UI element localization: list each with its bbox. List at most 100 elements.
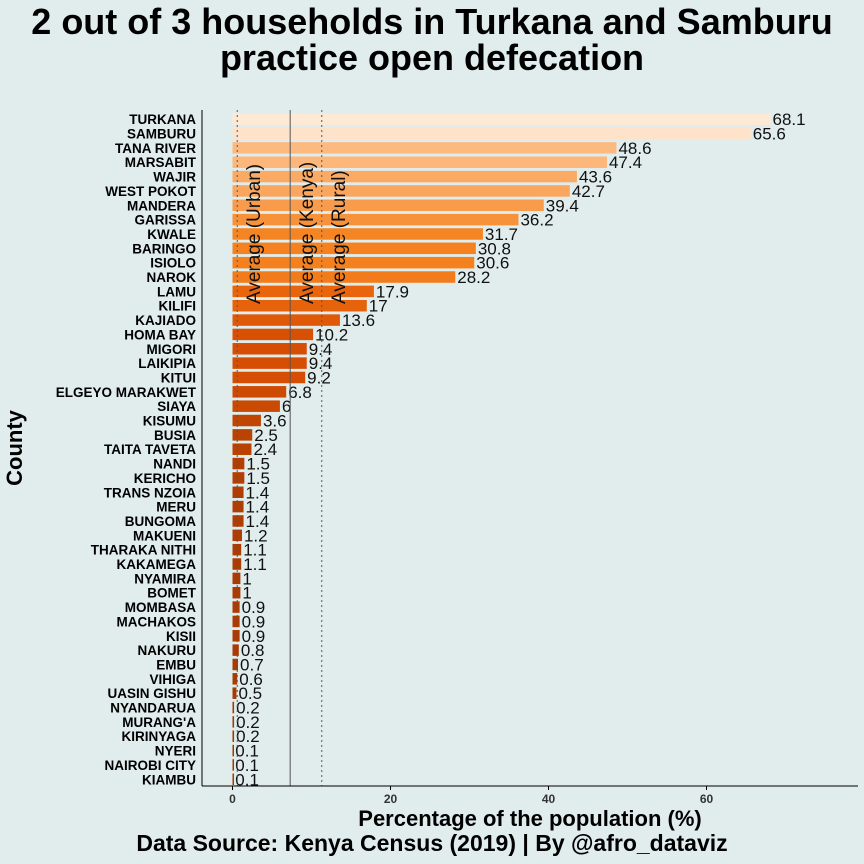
value-label: 3.6 (263, 412, 287, 431)
value-label: 1.5 (246, 469, 270, 488)
category-label: KISUMU (143, 414, 196, 429)
reference-line-label: Average (Urban) (244, 164, 265, 304)
chart-title-line-2: practice open defecation (219, 37, 645, 78)
bar-2 (232, 127, 751, 140)
bar-6 (232, 185, 570, 197)
category-label: MAKUENI (133, 528, 196, 543)
x-axis-title: Percentage of the population (%) (358, 806, 701, 831)
value-label: 68.1 (772, 110, 805, 129)
bar-40 (232, 673, 238, 685)
bar-38 (232, 644, 239, 656)
category-label: LAIKIPIA (138, 356, 196, 371)
x-tick-label: 40 (542, 792, 556, 806)
value-label: 31.7 (485, 225, 518, 244)
value-label: 1.4 (246, 512, 270, 531)
value-label: 0.6 (239, 670, 263, 689)
category-label: MACHAKOS (117, 614, 197, 629)
category-label: BARINGO (132, 241, 196, 256)
bar-3 (232, 142, 617, 154)
bar-33 (232, 572, 241, 585)
category-label: SIAYA (157, 399, 196, 414)
category-label: KWALE (147, 227, 196, 242)
bar-37 (232, 630, 240, 642)
bar-8 (232, 213, 519, 226)
value-label: 0.2 (236, 713, 260, 732)
category-label: BUSIA (154, 428, 196, 443)
bar-23 (232, 429, 253, 441)
value-label: 9.4 (309, 354, 333, 373)
reference-line-label: Average (Rural) (329, 170, 350, 304)
value-label: 0.1 (235, 742, 259, 761)
value-label: 1.1 (243, 555, 267, 574)
value-label: 1.2 (244, 526, 268, 545)
bar-31 (232, 543, 242, 556)
bar-5 (232, 170, 577, 183)
value-label: 1 (242, 584, 251, 603)
value-label: 0.9 (242, 598, 266, 617)
value-label: 47.4 (609, 153, 642, 172)
category-label: KITUI (161, 370, 196, 385)
category-label: NYERI (155, 744, 196, 759)
reference-line-label: Average (Kenya) (297, 162, 318, 304)
bar-11 (232, 256, 475, 269)
bar-14 (232, 299, 367, 312)
category-label: NYANDARUA (110, 701, 196, 716)
bar-7 (232, 199, 544, 212)
category-label: MIGORI (147, 342, 197, 357)
value-label: 10.2 (315, 325, 348, 344)
bar-12 (232, 271, 456, 283)
value-label: 1.4 (246, 498, 270, 517)
value-label: 17 (369, 297, 388, 316)
category-label: WEST POKOT (105, 184, 197, 199)
bar-29 (232, 515, 244, 527)
value-label: 6.8 (288, 383, 312, 402)
chart-title-line-1: 2 out of 3 households in Turkana and Sam… (31, 1, 833, 42)
value-label: 0.1 (235, 770, 259, 789)
category-label: TURKANA (129, 112, 196, 127)
x-tick-label: 20 (384, 792, 398, 806)
category-label: NAIROBI CITY (104, 758, 196, 773)
category-label: MERU (156, 500, 196, 515)
bar-1 (232, 113, 771, 125)
bar-26 (232, 472, 245, 484)
bar-44 (232, 730, 235, 742)
category-label: SAMBURU (127, 127, 196, 142)
bar-13 (232, 285, 374, 298)
bar-4 (232, 156, 607, 168)
category-label: MURANG'A (122, 715, 196, 730)
category-label: HOMA BAY (124, 327, 196, 342)
value-label: 0.7 (240, 655, 264, 674)
value-label: 48.6 (618, 139, 651, 158)
category-label: KILIFI (159, 299, 197, 314)
category-label: KIRINYAGA (121, 729, 196, 744)
value-label: 1.1 (243, 541, 267, 560)
bar-20 (232, 386, 287, 398)
bar-27 (232, 486, 244, 499)
category-label: KAJIADO (135, 313, 196, 328)
value-label: 1 (242, 569, 251, 588)
bar-17 (232, 343, 307, 355)
bar-46 (232, 759, 234, 771)
category-label: NAKURU (138, 643, 197, 658)
bar-32 (232, 558, 242, 570)
category-label: ELGEYO MARAKWET (56, 385, 197, 400)
bar-25 (232, 457, 245, 470)
value-label: 36.2 (520, 211, 553, 230)
value-label: 28.2 (457, 268, 490, 287)
category-label: TANA RIVER (115, 141, 196, 156)
value-label: 43.6 (579, 168, 612, 187)
value-label: 42.7 (572, 182, 605, 201)
value-label: 9.4 (309, 340, 333, 359)
value-label: 9.2 (307, 368, 331, 387)
y-axis-title: County (2, 409, 27, 486)
category-label: KERICHO (134, 471, 196, 486)
bar-21 (232, 400, 280, 412)
value-label: 0.9 (242, 627, 266, 646)
value-label: 0.9 (242, 612, 266, 631)
category-label: BUNGOMA (125, 514, 196, 529)
value-label: 1.4 (246, 483, 270, 502)
category-label: LAMU (157, 284, 196, 299)
x-tick-label: 0 (229, 792, 236, 806)
